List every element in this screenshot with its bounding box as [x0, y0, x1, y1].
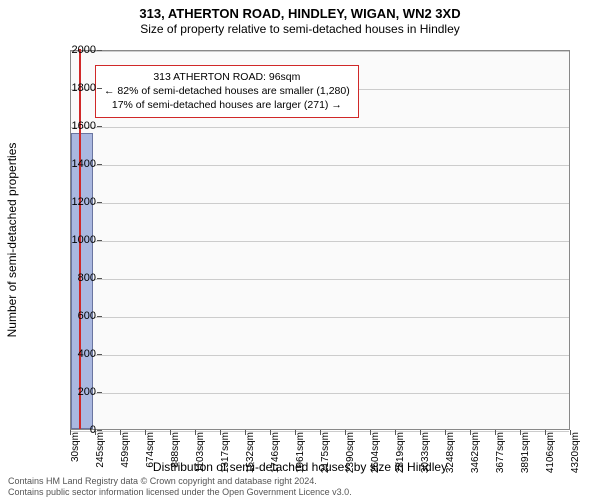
x-tick-label: 2390sqm — [345, 432, 356, 482]
x-tick-label: 245sqm — [95, 432, 106, 482]
gridline — [71, 203, 569, 204]
x-tick-label: 4320sqm — [570, 432, 581, 482]
gridline — [71, 355, 569, 356]
gridline — [71, 51, 569, 52]
x-tick-label: 2819sqm — [395, 432, 406, 482]
chart-container: 313, ATHERTON ROAD, HINDLEY, WIGAN, WN2 … — [0, 0, 600, 500]
x-tick-label: 3248sqm — [445, 432, 456, 482]
footer-line-2: Contains public sector information licen… — [8, 487, 352, 498]
x-tick-label: 4106sqm — [545, 432, 556, 482]
x-tick-label: 1961sqm — [295, 432, 306, 482]
callout-box: 313 ATHERTON ROAD: 96sqm ← 82% of semi-d… — [95, 65, 359, 118]
x-tick-label: 2175sqm — [320, 432, 331, 482]
y-tick-label: 1800 — [46, 82, 96, 94]
callout-line-1: 313 ATHERTON ROAD: 96sqm — [104, 70, 350, 84]
y-tick-label: 200 — [46, 386, 96, 398]
y-axis-label: Number of semi-detached properties — [5, 143, 19, 338]
x-tick-label: 3891sqm — [520, 432, 531, 482]
x-tick-label: 674sqm — [145, 432, 156, 482]
x-tick-label: 3033sqm — [420, 432, 431, 482]
y-tick-label: 2000 — [46, 44, 96, 56]
y-tick-label: 1200 — [46, 196, 96, 208]
x-tick-label: 3677sqm — [495, 432, 506, 482]
gridline — [71, 241, 569, 242]
x-tick-label: 1746sqm — [270, 432, 281, 482]
x-tick-label: 1103sqm — [195, 432, 206, 482]
gridline — [71, 165, 569, 166]
y-tick-label: 1400 — [46, 158, 96, 170]
gridline — [71, 393, 569, 394]
gridline — [71, 279, 569, 280]
x-tick-label: 459sqm — [120, 432, 131, 482]
x-tick-label: 3462sqm — [470, 432, 481, 482]
title-line-2: Size of property relative to semi-detach… — [0, 22, 600, 36]
callout-line-3: 17% of semi-detached houses are larger (… — [104, 98, 350, 112]
y-tick-label: 800 — [46, 272, 96, 284]
y-tick-label: 1600 — [46, 120, 96, 132]
y-tick-label: 600 — [46, 310, 96, 322]
callout-line-2: ← 82% of semi-detached houses are smalle… — [104, 84, 350, 98]
title-line-1: 313, ATHERTON ROAD, HINDLEY, WIGAN, WN2 … — [0, 6, 600, 22]
gridline — [71, 127, 569, 128]
x-tick-label: 2604sqm — [370, 432, 381, 482]
title-block: 313, ATHERTON ROAD, HINDLEY, WIGAN, WN2 … — [0, 0, 600, 36]
y-tick-label: 1000 — [46, 234, 96, 246]
x-tick-label: 30sqm — [70, 432, 81, 482]
gridline — [71, 317, 569, 318]
x-tick-label: 888sqm — [170, 432, 181, 482]
y-tick-label: 400 — [46, 348, 96, 360]
x-tick-label: 1532sqm — [245, 432, 256, 482]
x-tick-label: 1317sqm — [220, 432, 231, 482]
